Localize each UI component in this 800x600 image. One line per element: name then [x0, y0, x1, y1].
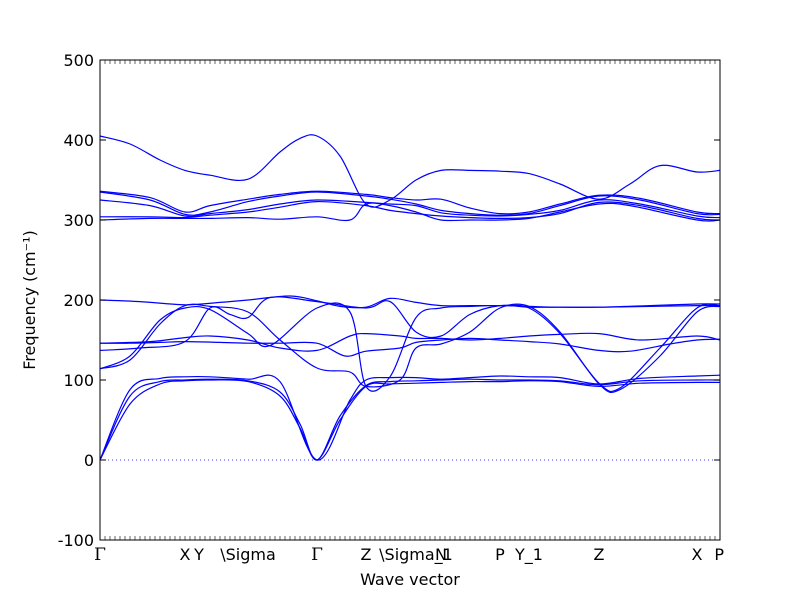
x-tick-label: N [435, 545, 447, 564]
x-axis: Γ X Y \Sigma Γ Z \Sigma_1N P Y_1 Z X P [94, 60, 724, 565]
band-line-15 [99, 134, 721, 208]
x-tick-label: \Sigma [220, 545, 276, 564]
x-tick-label: Y_1 [514, 545, 543, 565]
band-line-1 [99, 379, 721, 461]
band-line-8 [99, 332, 721, 352]
x-tick-label: Γ [311, 545, 323, 565]
band-line-11 [99, 200, 721, 221]
x-tick-label: Z [594, 545, 605, 564]
y-tick-label: 0 [84, 451, 94, 470]
y-tick-label: -100 [58, 531, 94, 550]
y-axis: -100 0 100 200 300 400 500 [58, 51, 720, 550]
y-tick-label: 400 [63, 131, 94, 150]
x-axis-label: Wave vector [360, 570, 460, 589]
x-tick-label: Y [193, 545, 204, 564]
plot-area [99, 134, 721, 461]
band-line-13 [99, 191, 721, 216]
x-tick-label: \Sigma_1 [379, 545, 453, 565]
band-line-14 [99, 190, 721, 215]
x-tick-label: P [495, 545, 505, 564]
band-line-7 [99, 337, 721, 357]
x-tick-label: X [692, 545, 703, 564]
y-tick-label: 500 [63, 51, 94, 70]
x-tick-label: P [714, 545, 724, 564]
y-tick-label: 200 [63, 291, 94, 310]
x-tick-label: X [180, 545, 191, 564]
y-tick-label: 300 [63, 211, 94, 230]
y-tick-label: 100 [63, 371, 94, 390]
band-line-2 [99, 378, 721, 461]
band-line-12 [99, 199, 721, 219]
band-line-9 [99, 295, 721, 309]
x-tick-label: Z [361, 545, 372, 564]
y-axis-label: Frequency (cm⁻¹) [20, 230, 39, 369]
band-line-3 [99, 374, 721, 461]
band-line-10 [99, 202, 721, 222]
x-tick-label: Γ [94, 545, 106, 565]
band-line-5 [99, 302, 721, 393]
